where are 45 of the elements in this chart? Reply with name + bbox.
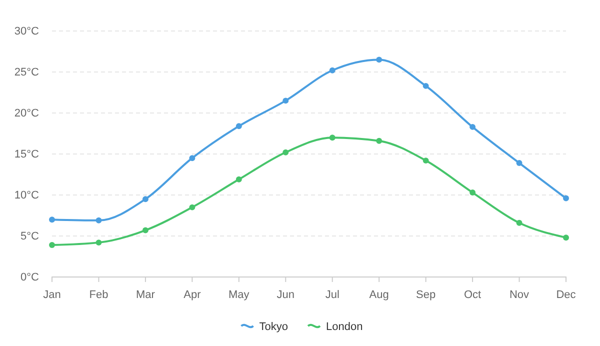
y-tick-label: 15°C: [14, 148, 40, 161]
point: [329, 67, 336, 74]
point: [236, 176, 242, 182]
point: [236, 123, 242, 130]
point: [470, 190, 476, 196]
x-tick-label: Jul: [325, 288, 340, 301]
point: [142, 227, 148, 234]
x-tick-label: Dec: [556, 288, 576, 301]
point: [49, 216, 55, 223]
point: [516, 220, 522, 226]
y-tick-label: 0°C: [20, 272, 40, 284]
point: [96, 240, 102, 246]
x-tick-label: Sep: [416, 288, 436, 301]
x-tick-label: May: [228, 288, 250, 301]
point: [376, 138, 382, 144]
point: [189, 155, 196, 162]
point: [189, 204, 196, 210]
y-tick-label: 5°C: [20, 230, 40, 243]
x-tick-label: Mar: [136, 288, 156, 301]
point: [563, 195, 569, 202]
x-tick-label: Jan: [43, 288, 61, 301]
point: [422, 82, 429, 89]
y-tick-label: 30°C: [14, 26, 40, 38]
point: [516, 160, 522, 166]
point: [96, 217, 102, 224]
point: [376, 56, 382, 63]
x-tick-label: Jun: [276, 288, 295, 301]
legend-label: Tokyo: [259, 321, 288, 333]
y-tick-label: 20°C: [14, 108, 40, 120]
point: [282, 149, 289, 156]
x-tick-label: Nov: [509, 288, 530, 301]
point: [329, 134, 336, 141]
x-tick-label: Oct: [464, 288, 482, 301]
point: [422, 158, 429, 164]
y-tick-label: 10°C: [14, 190, 40, 202]
x-tick-label: Apr: [184, 288, 202, 301]
y-tick-label: 25°C: [14, 66, 40, 79]
x-tick-label: Feb: [89, 288, 108, 301]
x-tick-label: Aug: [369, 288, 389, 301]
legend-label: London: [326, 321, 363, 333]
point: [563, 234, 569, 241]
point: [282, 98, 289, 104]
point: [49, 242, 55, 248]
point: [142, 196, 148, 202]
point: [470, 124, 476, 130]
